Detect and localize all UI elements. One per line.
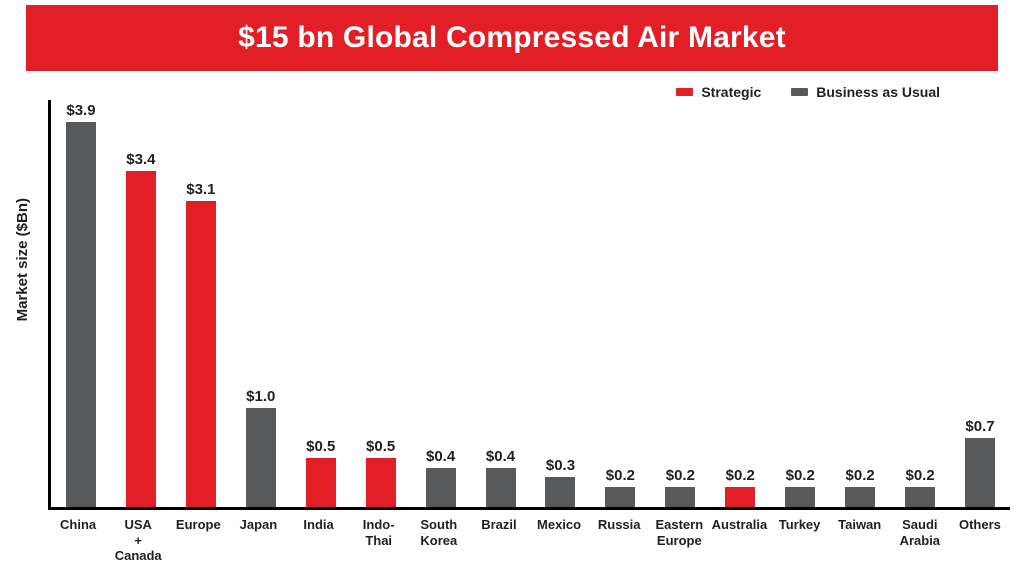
bar [65, 121, 96, 507]
legend-label-strategic: Strategic [701, 84, 762, 100]
bar-slot: $0.5 [291, 100, 351, 507]
bar [185, 200, 216, 507]
bar-slot: $0.2 [830, 100, 890, 507]
bar-value-label: $0.5 [366, 437, 396, 455]
bar [485, 467, 516, 507]
bar [665, 487, 696, 507]
legend-swatch-business-icon [791, 88, 809, 96]
x-axis-category-label: China [60, 517, 97, 532]
x-axis-category-labels: China USA + Canada Europe Japan India Indo- T… [48, 517, 1010, 564]
x-axis-category-label: Taiwan [838, 517, 882, 532]
legend-label-business: Business as Usual [816, 84, 940, 100]
title-banner: $15 bn Global Compressed Air Market [26, 5, 998, 71]
x-axis-category-label: Europe [175, 517, 221, 532]
bar [425, 467, 456, 507]
y-axis-title-wrap: Market size ($Bn) [14, 95, 31, 425]
y-axis-title: Market size ($Bn) [14, 198, 31, 322]
bar [785, 487, 816, 507]
bar-value-label: $1.0 [246, 388, 276, 406]
bar [305, 457, 336, 507]
bar-value-label: $0.7 [965, 417, 995, 435]
bar-slot: $3.9 [51, 100, 111, 507]
bar-chart-plot-area: $3.9 $3.4 $3.1 $1.0 $0.5 $0.5 $0.4 $0.4 $0.3 $0.2… [48, 100, 1010, 510]
x-axis-category-label: India [303, 517, 334, 532]
bar-value-label: $3.4 [126, 151, 156, 169]
bar [845, 487, 876, 507]
bar [605, 487, 636, 507]
bar-slot: $1.0 [231, 100, 291, 507]
x-axis-category-label: Australia [711, 517, 768, 532]
bar-slot: $0.2 [590, 100, 650, 507]
bar-slot: $0.2 [650, 100, 710, 507]
bar-slot: $0.3 [531, 100, 591, 507]
bar-slot: $3.1 [171, 100, 231, 507]
x-axis-category-label: Indo- Thai [362, 517, 395, 548]
bar-slot: $0.4 [411, 100, 471, 507]
legend-swatch-strategic-icon [676, 88, 694, 96]
bars-row: $3.9 $3.4 $3.1 $1.0 $0.5 $0.5 $0.4 $0.4 $0.3 $0.2… [51, 100, 1010, 507]
bar-slot: $0.2 [710, 100, 770, 507]
legend-item-strategic: Strategic [676, 84, 761, 100]
bar-slot: $3.4 [111, 100, 171, 507]
bar-value-label: $3.1 [186, 180, 216, 198]
legend-item-business-as-usual: Business as Usual [791, 84, 940, 100]
x-axis-category-label: South Korea [420, 517, 458, 548]
bar-value-label: $0.2 [605, 467, 635, 485]
bar [245, 408, 276, 507]
x-axis-category-label: Mexico [537, 517, 582, 532]
bar-value-label: $0.2 [665, 467, 695, 485]
bar-value-label: $0.4 [425, 447, 456, 465]
bar-value-label: $0.2 [725, 467, 755, 485]
bar [725, 487, 756, 507]
bar-value-label: $0.2 [785, 467, 815, 485]
x-axis-category-label: Russia [597, 517, 641, 532]
bar-slot: $0.5 [351, 100, 411, 507]
bar [125, 171, 156, 507]
bar-value-label: $0.4 [485, 447, 516, 465]
chart-legend: Strategic Business as Usual [676, 84, 940, 100]
bar-slot: $0.4 [471, 100, 531, 507]
bar [965, 437, 996, 507]
bar [905, 487, 936, 507]
x-axis-category-label: Saudi Arabia [899, 517, 941, 548]
x-axis-category-label: Others [958, 517, 1001, 532]
bar-value-label: $0.3 [545, 457, 576, 475]
page-title: $15 bn Global Compressed Air Market [238, 21, 786, 54]
bar [365, 457, 396, 507]
bar-value-label: $0.5 [306, 437, 336, 455]
x-axis-category-label: USA + Canada [114, 517, 162, 564]
bar [545, 477, 576, 507]
x-axis-category-label: Eastern Europe [655, 517, 704, 548]
bar-slot: $0.7 [950, 100, 1010, 507]
bar-slot: $0.2 [890, 100, 950, 507]
bar-value-label: $0.2 [905, 467, 935, 485]
x-axis-category-label: Brazil [481, 517, 517, 532]
bar-value-label: $0.2 [845, 467, 875, 485]
bar-value-label: $3.9 [66, 101, 96, 119]
x-axis-category-label: Japan [239, 517, 278, 532]
bar-slot: $0.2 [770, 100, 830, 507]
x-axis-category-label: Turkey [778, 517, 821, 532]
